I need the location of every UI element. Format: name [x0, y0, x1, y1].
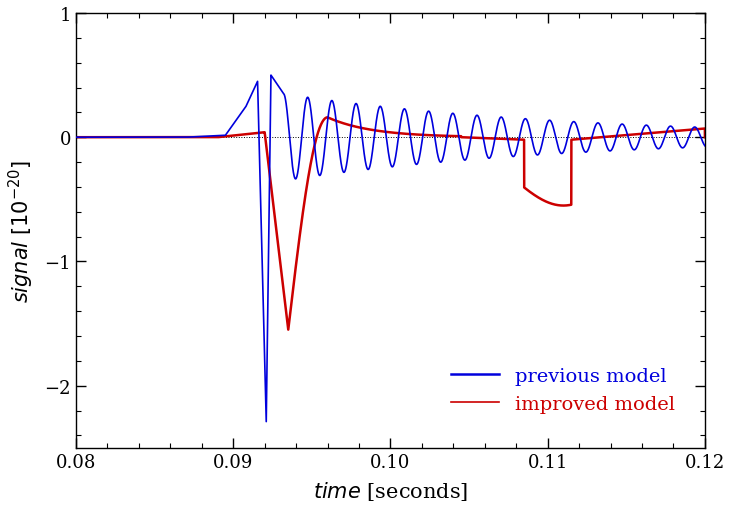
previous model [72, 135, 81, 141]
Line: improved model: improved model [76, 76, 705, 422]
improved model [701, 144, 709, 150]
improved model [266, 73, 275, 79]
Y-axis label: $\mathit{signal}$ $[10^{-20}]$: $\mathit{signal}$ $[10^{-20}]$ [7, 159, 36, 302]
X-axis label: $\mathit{time}$ [seconds]: $\mathit{time}$ [seconds] [313, 479, 468, 502]
previous model [195, 135, 203, 141]
previous model [109, 135, 118, 141]
previous model [668, 129, 676, 135]
previous model [323, 115, 332, 121]
improved model [75, 135, 83, 141]
improved model [668, 124, 676, 130]
Legend: previous model, improved model: previous model, improved model [443, 360, 683, 421]
previous model [75, 135, 83, 141]
improved model [262, 419, 271, 425]
improved model [109, 135, 118, 141]
previous model [97, 135, 106, 141]
improved model [195, 134, 203, 140]
previous model [284, 327, 293, 333]
improved model [379, 115, 388, 121]
Line: previous model: previous model [76, 118, 705, 330]
improved model [72, 135, 81, 141]
previous model [379, 129, 388, 135]
previous model [701, 135, 709, 141]
improved model [97, 135, 106, 141]
